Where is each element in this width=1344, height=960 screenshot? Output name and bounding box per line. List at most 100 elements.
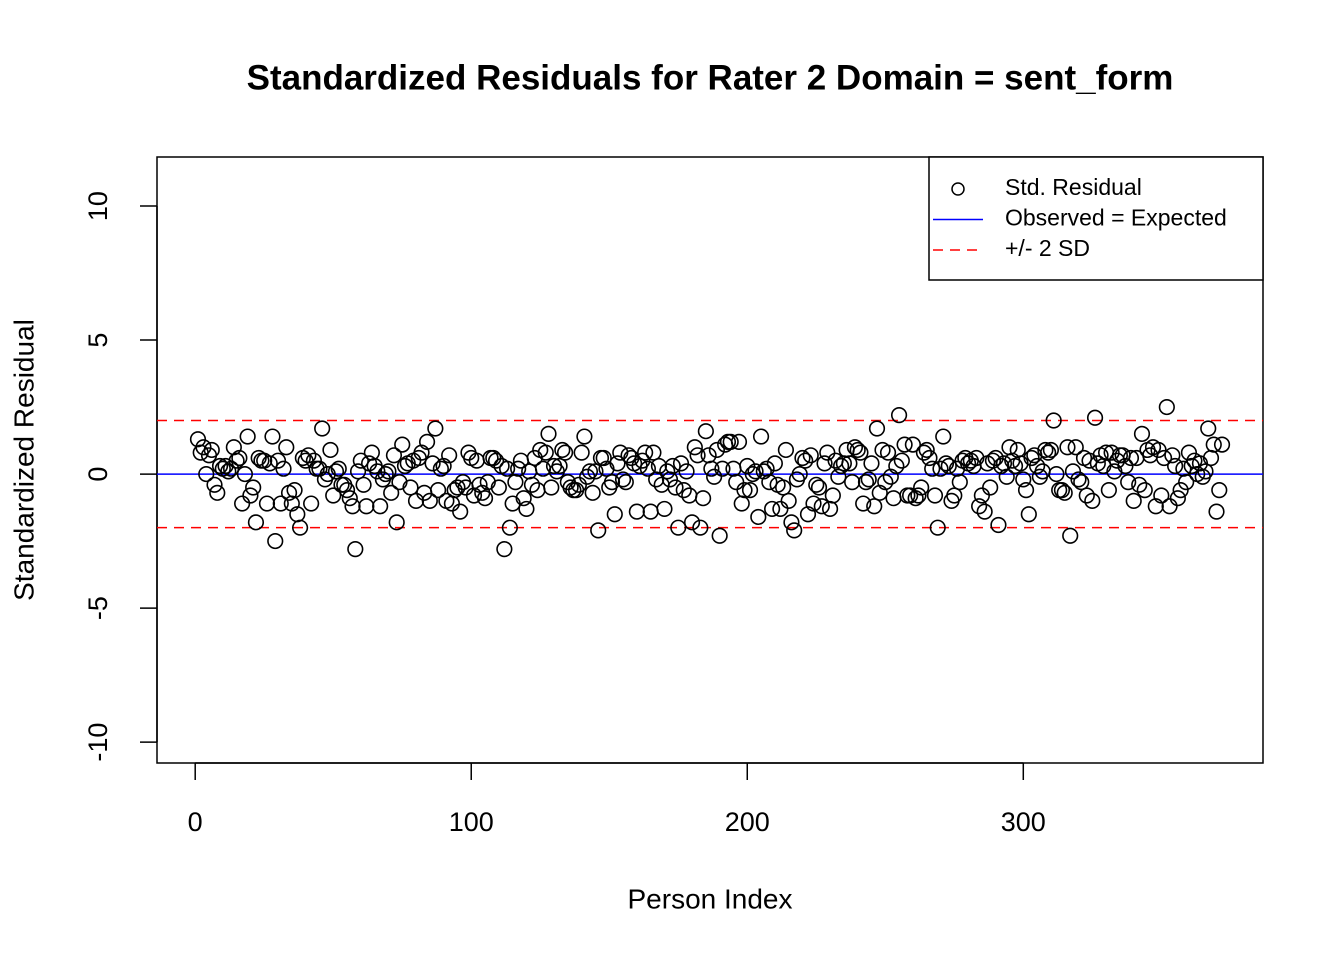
point [1067, 439, 1084, 456]
point [755, 463, 772, 480]
point [430, 482, 447, 499]
point [1125, 492, 1142, 509]
point [926, 487, 944, 504]
point [736, 482, 753, 499]
point [330, 460, 347, 477]
point [369, 463, 386, 480]
point [203, 441, 220, 459]
point [1122, 449, 1140, 467]
point [833, 457, 850, 475]
point [857, 474, 875, 491]
point [683, 514, 701, 531]
point [982, 479, 999, 496]
point [819, 444, 836, 461]
point [1084, 492, 1101, 509]
point [1086, 409, 1104, 426]
point [794, 449, 811, 467]
point [924, 460, 941, 477]
point [344, 498, 361, 515]
x-axis-label: Person Index [628, 883, 793, 914]
point [587, 463, 604, 480]
point [780, 492, 797, 509]
point [198, 465, 215, 483]
point [300, 447, 317, 464]
legend-box [928, 156, 1264, 281]
point [573, 444, 590, 461]
point [813, 498, 830, 515]
y-tick-label: 0 [83, 467, 113, 482]
point [195, 439, 212, 456]
point [1213, 436, 1231, 453]
point [841, 455, 858, 472]
point [890, 407, 908, 424]
point [510, 460, 527, 477]
point [338, 482, 356, 499]
point [750, 508, 767, 526]
point [421, 492, 438, 509]
y-axis-label: Standardized Residual [8, 319, 39, 601]
legend-label: Std. Residual [1005, 174, 1142, 200]
point [487, 452, 505, 469]
point [206, 476, 223, 493]
point [327, 463, 345, 480]
y-tick-label: -5 [83, 596, 113, 620]
point [656, 500, 673, 518]
point [222, 460, 240, 477]
point [609, 455, 626, 472]
point [672, 455, 690, 472]
point [1059, 439, 1076, 456]
point [537, 444, 554, 461]
point [706, 468, 723, 485]
point [556, 444, 574, 461]
point [1197, 463, 1214, 480]
point [1073, 474, 1090, 491]
point [744, 465, 761, 483]
point [1117, 457, 1134, 475]
point [443, 495, 461, 512]
point [987, 449, 1004, 467]
point [1028, 457, 1046, 475]
point [728, 474, 745, 491]
point [515, 490, 532, 507]
point [761, 474, 778, 491]
point [1211, 482, 1228, 499]
point [915, 444, 933, 461]
point [540, 425, 557, 442]
y-tick-label: 5 [83, 333, 113, 348]
point [722, 433, 739, 451]
point [441, 447, 458, 464]
point [291, 519, 309, 536]
point [380, 463, 397, 480]
point [347, 541, 364, 558]
point [377, 465, 394, 483]
point [501, 519, 518, 536]
point [614, 471, 632, 488]
point [551, 457, 568, 475]
point [468, 452, 485, 469]
point [642, 503, 659, 520]
point [341, 490, 358, 507]
point [821, 500, 839, 518]
point [581, 463, 599, 480]
point [269, 452, 287, 469]
x-tick-label: 200 [725, 807, 770, 837]
point [239, 428, 256, 445]
point [904, 436, 921, 453]
point [231, 449, 248, 467]
point [747, 463, 764, 480]
point [692, 519, 709, 536]
point [1131, 476, 1148, 493]
point [976, 503, 993, 520]
point [496, 541, 513, 558]
point [523, 476, 541, 493]
point [261, 455, 278, 472]
point [278, 439, 295, 456]
point [998, 468, 1015, 485]
point [1040, 444, 1057, 461]
point [689, 447, 706, 464]
point [797, 452, 814, 469]
point [1037, 441, 1054, 459]
point [877, 474, 894, 491]
point [1001, 439, 1018, 456]
